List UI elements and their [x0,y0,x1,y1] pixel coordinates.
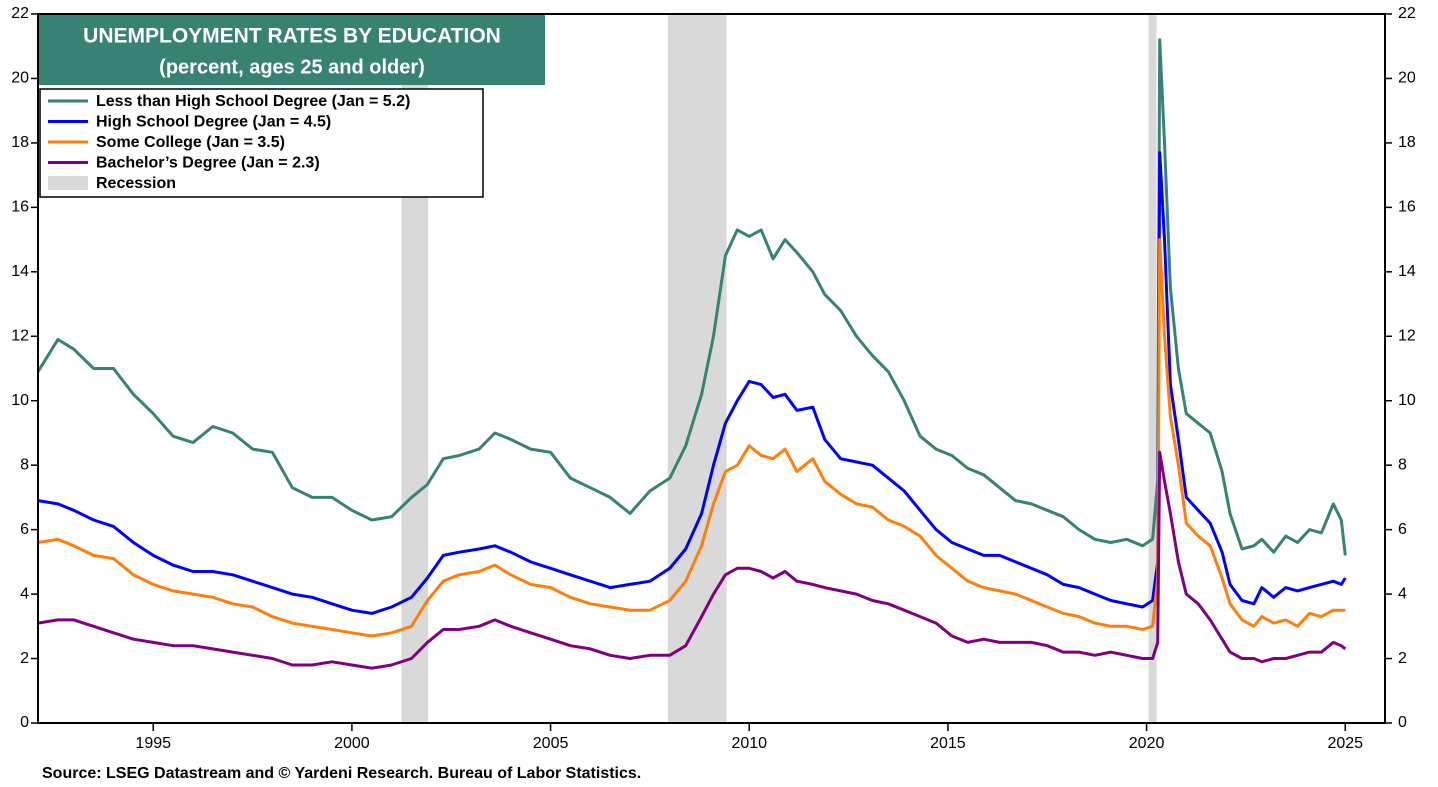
y2-tick-label: 12 [1398,327,1416,344]
axes: 0 2 4 6 8 10 12 14 16 18 20 22 0 2 4 6 8 10 12 14 16 18 20 22 19… [11,5,1416,752]
y-tick-label: 22 [11,5,29,22]
y-tick-label: 14 [11,263,29,280]
y2-tick-label: 4 [1398,585,1407,602]
recession-band [1148,14,1157,723]
y2-tick-label: 16 [1398,199,1416,216]
y2-tick-label: 22 [1398,5,1416,22]
source-note: Source: LSEG Datastream and © Yardeni Re… [42,765,641,782]
series-line [37,238,1346,638]
recession-band [667,14,727,723]
title-box [39,15,545,85]
legend-label: Some College (Jan = 3.5) [96,134,285,151]
chart-title: UNEMPLOYMENT RATES BY EDUCATION [83,25,501,48]
x-tick-label: 2000 [334,735,370,752]
x-tick-label: 2010 [731,735,767,752]
x-tick-label: 2015 [930,735,966,752]
y2-tick-label: 10 [1398,392,1416,409]
series-line [37,151,1347,615]
x-tick-label: 2025 [1327,735,1363,752]
legend-label: High School Degree (Jan = 4.5) [96,114,331,131]
y-tick-label: 4 [20,585,29,602]
legend-swatch [48,176,88,190]
y2-tick-label: 2 [1398,650,1407,667]
legend-label: Recession [96,175,176,192]
series [36,38,1347,670]
y-tick-label: 16 [11,199,29,216]
y-tick-label: 0 [20,714,29,731]
plot-frame [37,13,1386,724]
legend-label: Less than High School Degree (Jan = 5.2) [96,93,410,110]
series-line [37,450,1347,670]
series-line [36,38,1347,556]
y2-tick-label: 8 [1398,456,1407,473]
legend: Less than High School Degree (Jan = 5.2)… [48,93,410,192]
legend-label: Bachelor’s Degree (Jan = 2.3) [96,155,320,172]
y-tick-label: 10 [11,392,29,409]
y-tick-label: 6 [20,521,29,538]
x-tick-label: 2005 [533,735,569,752]
y-tick-label: 8 [20,456,29,473]
y-tick-label: 20 [11,70,29,87]
y2-tick-label: 6 [1398,521,1407,538]
y2-tick-label: 20 [1398,70,1416,87]
x-tick-label: 2020 [1129,735,1165,752]
y-tick-label: 18 [11,134,29,151]
x-tick-label: 1995 [135,735,171,752]
y-tick-label: 12 [11,327,29,344]
y-tick-label: 2 [20,650,29,667]
y2-tick-label: 14 [1398,263,1416,280]
chart-subtitle: (percent, ages 25 and older) [159,56,425,78]
legend-box [39,88,484,198]
y2-tick-label: 0 [1398,714,1407,731]
y2-tick-label: 18 [1398,134,1416,151]
